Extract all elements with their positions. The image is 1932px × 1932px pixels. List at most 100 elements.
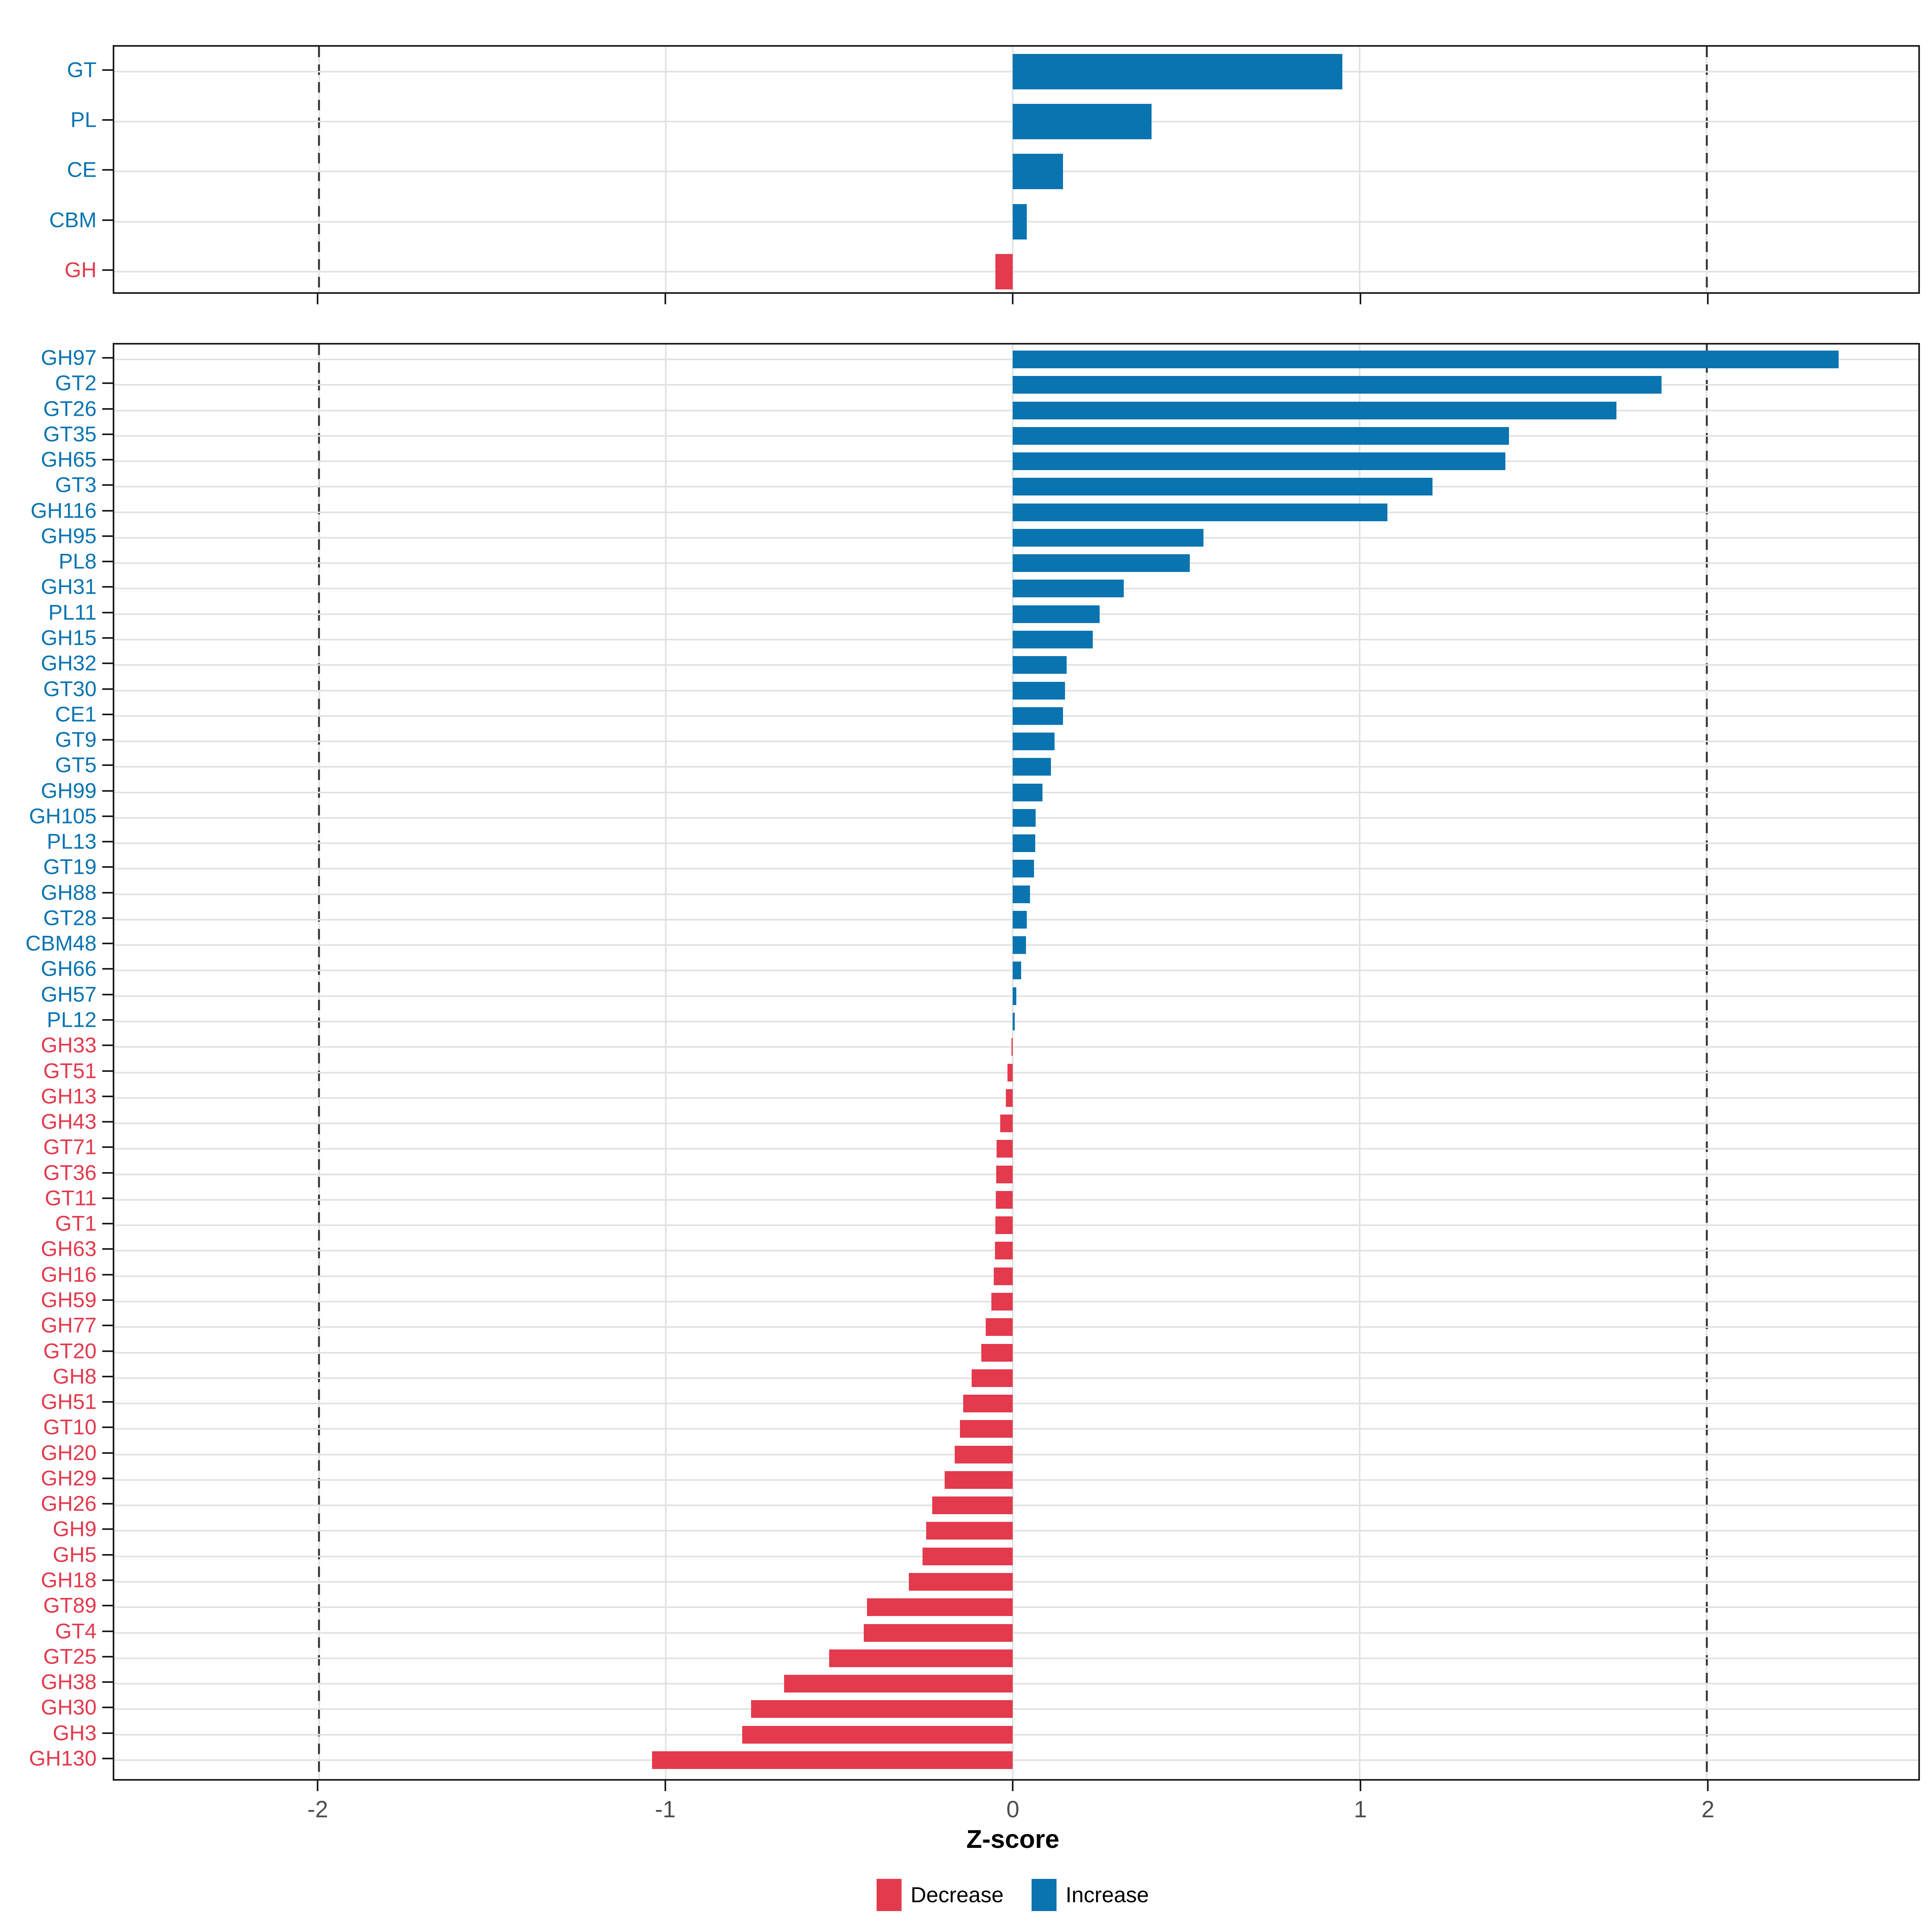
y-tick-GT89 — [102, 1605, 113, 1607]
bar-GH33 — [1011, 1038, 1013, 1056]
y-label-GH51: GH51 — [41, 1390, 97, 1414]
x-tick--1-top_panel — [664, 294, 666, 304]
bar-GH20 — [955, 1445, 1013, 1463]
x-tick--1-bottom_panel — [664, 1781, 666, 1791]
y-label-GT30: GT30 — [43, 677, 97, 701]
gridline-y-GH18 — [114, 1581, 1918, 1583]
y-tick-GH — [102, 269, 113, 271]
gridline-y-GH59 — [114, 1300, 1918, 1302]
y-tick-GH29 — [102, 1477, 113, 1479]
y-tick-GH30 — [102, 1707, 113, 1709]
y-tick-GH66 — [102, 968, 113, 970]
bar-GH — [995, 254, 1013, 289]
y-tick-GH8 — [102, 1375, 113, 1377]
gridline-y-GH26 — [114, 1505, 1918, 1507]
y-tick-GH116 — [102, 510, 113, 512]
gridline-y-GH16 — [114, 1275, 1918, 1277]
bar-GT36 — [996, 1165, 1013, 1183]
y-label-GH13: GH13 — [41, 1084, 97, 1108]
y-tick-GH88 — [102, 892, 113, 894]
y-tick-GH51 — [102, 1401, 113, 1403]
gridline-y-GT25 — [114, 1657, 1918, 1659]
y-tick-GH5 — [102, 1554, 113, 1556]
bar-GT26 — [1013, 401, 1617, 419]
gridline-y-GT11 — [114, 1199, 1918, 1201]
bar-GT19 — [1013, 860, 1034, 878]
y-label-GH130: GH130 — [29, 1746, 97, 1771]
bar-GT30 — [1013, 681, 1065, 700]
y-label-GT9: GT9 — [55, 728, 97, 752]
bar-GT89 — [867, 1598, 1013, 1616]
y-tick-GH9 — [102, 1528, 113, 1530]
y-label-GH15: GH15 — [41, 626, 97, 650]
bar-GH105 — [1013, 809, 1036, 827]
y-label-GH57: GH57 — [41, 983, 97, 1007]
y-tick-GH59 — [102, 1299, 113, 1301]
y-tick-GH32 — [102, 663, 113, 665]
gridline-y-PL12 — [114, 1021, 1918, 1023]
bar-GH29 — [945, 1471, 1013, 1489]
y-tick-GT5 — [102, 764, 113, 766]
y-label-PL8: PL8 — [58, 549, 97, 574]
x-tick-label-0: 0 — [1006, 1796, 1020, 1823]
bar-GT — [1013, 54, 1343, 89]
y-tick-GH57 — [102, 993, 113, 995]
y-label-CBM48: CBM48 — [25, 931, 97, 956]
y-tick-GH16 — [102, 1274, 113, 1276]
y-tick-GT11 — [102, 1197, 113, 1199]
y-tick-GH31 — [102, 586, 113, 588]
y-label-GH29: GH29 — [41, 1466, 97, 1490]
y-label-GT35: GT35 — [43, 422, 97, 446]
y-tick-GH38 — [102, 1681, 113, 1683]
gridline-y-GT1 — [114, 1224, 1918, 1226]
y-tick-GH105 — [102, 815, 113, 817]
bar-PL11 — [1013, 605, 1100, 623]
y-tick-GT20 — [102, 1350, 113, 1352]
y-tick-CE1 — [102, 713, 113, 715]
bar-GT35 — [1013, 427, 1509, 445]
y-tick-GT3 — [102, 484, 113, 486]
y-tick-GT10 — [102, 1426, 113, 1428]
gridline-y-GH43 — [114, 1123, 1918, 1125]
bar-GH57 — [1013, 987, 1016, 1005]
bar-GH51 — [963, 1395, 1013, 1413]
y-tick-GH20 — [102, 1452, 113, 1454]
y-label-GH66: GH66 — [41, 957, 97, 981]
y-label-GH116: GH116 — [31, 499, 97, 523]
dashed-line--2 — [318, 47, 320, 292]
bar-GT2 — [1013, 376, 1662, 394]
bar-PL8 — [1013, 554, 1190, 572]
gridline-y-GH9 — [114, 1530, 1918, 1532]
legend-item-increase: Increase — [1032, 1879, 1149, 1911]
y-label-GH95: GH95 — [41, 524, 97, 548]
y-label-GH77: GH77 — [41, 1313, 97, 1338]
y-tick-GH15 — [102, 637, 113, 639]
y-label-GH26: GH26 — [41, 1492, 97, 1516]
gridline-y-GH13 — [114, 1097, 1918, 1099]
y-label-GT19: GT19 — [43, 855, 97, 879]
y-label-GH5: GH5 — [53, 1543, 97, 1567]
y-label-GT36: GT36 — [43, 1161, 97, 1185]
y-tick-GH99 — [102, 790, 113, 792]
y-label-GH: GH — [64, 258, 97, 282]
y-label-GT: GT — [67, 58, 97, 82]
gridline-y-GT4 — [114, 1632, 1918, 1634]
y-tick-PL — [102, 119, 113, 121]
y-tick-GT2 — [102, 382, 113, 384]
y-label-GH20: GH20 — [41, 1441, 97, 1465]
y-tick-GT — [102, 69, 113, 71]
y-label-GT28: GT28 — [43, 906, 97, 930]
y-tick-GH26 — [102, 1503, 113, 1505]
y-label-PL13: PL13 — [47, 830, 97, 854]
gridline-y-GT20 — [114, 1352, 1918, 1354]
legend: Decrease Increase — [877, 1879, 1149, 1911]
gridline-y-GH8 — [114, 1377, 1918, 1379]
bar-GT28 — [1013, 910, 1027, 929]
gridline-y-GH3 — [114, 1734, 1918, 1736]
bar-GT5 — [1013, 758, 1051, 776]
y-label-GH43: GH43 — [41, 1110, 97, 1134]
y-label-CBM: CBM — [49, 208, 97, 232]
bar-GH88 — [1013, 885, 1030, 903]
y-label-GH33: GH33 — [41, 1033, 97, 1057]
y-tick-PL8 — [102, 561, 113, 563]
